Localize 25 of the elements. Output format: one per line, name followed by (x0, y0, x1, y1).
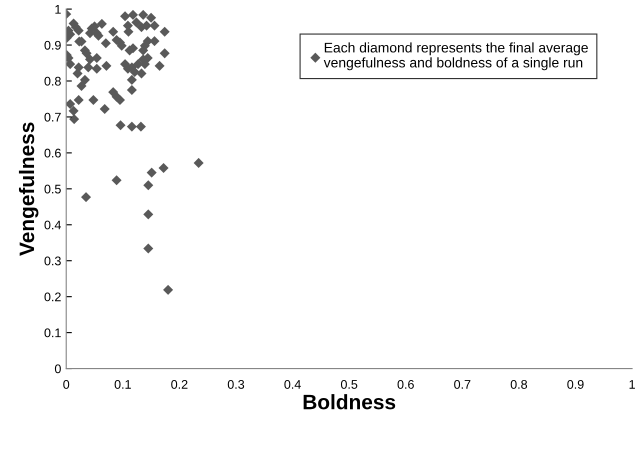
x-tick-label: 0.6 (398, 380, 414, 389)
y-tick-label: 0.5 (44, 184, 61, 194)
x-tick-label: 0 (63, 380, 70, 389)
x-tick-label: 0.7 (454, 380, 470, 389)
x-tick-label: 0.3 (228, 380, 244, 389)
y-tick-label: 1 (55, 5, 61, 14)
x-tick-label: 1 (630, 380, 635, 389)
y-tick-label: 0.2 (44, 292, 61, 302)
x-tick-label: 0.4 (284, 380, 301, 389)
y-tick-label: 0 (54, 364, 61, 374)
legend-label: Each diamond represents the final average vengefulness and boldness of a single run (324, 42, 588, 70)
y-tick-label: 0.1 (44, 328, 61, 338)
y-tick-label: 0.6 (44, 148, 61, 158)
y-tick-label: 0.9 (44, 40, 61, 50)
y-axis-title: Vengefulness (18, 122, 38, 256)
y-tick-label: 0.7 (44, 112, 61, 122)
x-tick-label: 0.1 (114, 380, 131, 389)
y-tick-label: 0.4 (44, 220, 62, 230)
x-tick-label: 0.5 (340, 380, 358, 389)
x-tick-label: 0.9 (567, 380, 584, 389)
x-axis-title: Boldness (304, 394, 396, 410)
y-tick-label: 0.8 (44, 76, 61, 86)
x-tick-label: 0.2 (171, 380, 188, 389)
x-tick-label: 0.8 (510, 380, 528, 389)
y-tick-label: 0.3 (44, 256, 61, 266)
